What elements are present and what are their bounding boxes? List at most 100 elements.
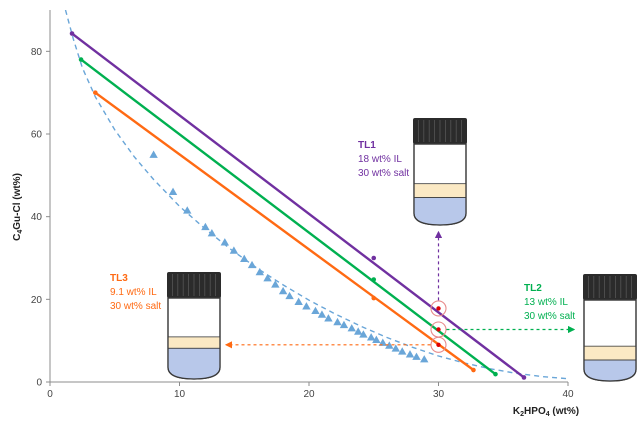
tl2-line-2: 30 wt% salt — [524, 311, 575, 322]
x-label-pre: K — [513, 406, 521, 417]
binodal-point — [302, 302, 311, 310]
binodal-point — [311, 306, 320, 315]
binodal-point — [420, 355, 429, 363]
x-label-sub2: 4 — [546, 411, 550, 418]
tl3-start-point — [93, 90, 98, 95]
tl1-vial-outline — [413, 143, 467, 226]
tl1-vial — [413, 118, 467, 226]
x-tick-label: 30 — [433, 389, 445, 400]
tl1-mixture-point — [436, 306, 441, 311]
tl2-line — [80, 58, 497, 376]
tl3-line-2: 30 wt% salt — [110, 301, 161, 312]
y-axis-label: C4Gu-Cl (wt%) — [12, 173, 24, 241]
binodal-point — [324, 314, 333, 322]
binodal-point — [317, 310, 327, 318]
binodal-point — [271, 280, 280, 288]
tl2-vial — [583, 274, 637, 382]
binodal-points-layer — [149, 150, 429, 363]
x-tick-label: 0 — [47, 389, 53, 400]
binodal-point — [207, 229, 217, 237]
binodal-point — [378, 338, 388, 346]
binodal-point — [339, 320, 349, 329]
tl2-mixture-point — [436, 327, 441, 332]
tl3-mixture-point — [436, 342, 441, 347]
binodal-point — [278, 286, 288, 295]
tl3-end-point — [471, 367, 476, 373]
tie-lines-layer — [69, 31, 527, 380]
y-label-c: C — [12, 234, 23, 241]
binodal-fit-layer — [64, 10, 568, 380]
tl3-vial — [167, 272, 221, 380]
tl1-mid-point — [371, 255, 377, 261]
tl2-title: TL2 — [524, 283, 542, 294]
x-tick-label: 10 — [174, 389, 186, 400]
tl1-title: TL1 — [358, 140, 376, 151]
binodal-point — [366, 333, 376, 341]
x-label-rest: (wt%) — [550, 406, 579, 417]
x-tick-label: 20 — [303, 389, 315, 400]
y-tick-label: 80 — [31, 47, 43, 58]
tl1-end-point — [521, 375, 527, 380]
binodal-point — [247, 260, 257, 269]
tl3-mid-point — [371, 295, 377, 301]
arrow-layer — [224, 230, 576, 349]
binodal-point — [285, 291, 294, 300]
binodal-point — [294, 297, 303, 305]
binodal-point — [220, 238, 230, 246]
tl1-mixture-ring — [430, 300, 447, 317]
binodal-point — [149, 150, 158, 158]
binodal-point — [412, 352, 421, 360]
binodal-point — [255, 267, 264, 276]
binodal-fit-curve — [64, 10, 568, 380]
x-tick-label: 40 — [562, 389, 574, 400]
tl1-start-point — [69, 31, 75, 36]
binodal-point — [359, 330, 368, 338]
tl1-vial-top-phase — [413, 183, 467, 198]
tl2-end-point — [493, 371, 498, 377]
binodal-point — [229, 246, 239, 254]
binodal-point — [405, 350, 415, 358]
binodal-point — [354, 327, 363, 335]
binodal-point — [347, 324, 356, 332]
y-tick-label: 20 — [31, 295, 43, 306]
tl2-start-point — [78, 57, 84, 62]
x-label-sub1: 2 — [520, 411, 524, 418]
binodal-point — [333, 317, 342, 326]
vials-layer — [167, 118, 637, 382]
binodal-point — [168, 187, 178, 196]
tl1-line — [71, 32, 525, 379]
tl3-vial-bottom-phase — [167, 347, 221, 380]
y-label-rest: Gu-Cl (wt%) — [12, 173, 23, 230]
tl2-vial-outline — [583, 299, 637, 382]
tl3-line — [94, 91, 475, 371]
tl3-vial-top-phase — [167, 336, 221, 349]
tl2-mid-point — [371, 277, 377, 282]
tl3-title: TL3 — [110, 273, 128, 284]
binodal-point — [183, 206, 192, 214]
binodal-point — [201, 222, 210, 231]
tl2-vial-bottom-phase — [583, 359, 637, 382]
y-tick-label: 0 — [36, 378, 42, 389]
y-tick-label: 60 — [31, 130, 43, 141]
binodal-point — [385, 341, 394, 349]
tl3-mixture-ring — [430, 336, 447, 353]
x-label-mid: HPO — [524, 406, 546, 417]
binodal-point — [391, 344, 400, 352]
tl1-line-1: 18 wt% IL — [358, 154, 402, 165]
tl2-vial-top-phase — [583, 345, 637, 361]
tl2-line-1: 13 wt% IL — [524, 297, 568, 308]
tl3-vial-outline — [167, 297, 221, 380]
binodal-point — [372, 335, 381, 343]
binodal-point — [263, 274, 272, 282]
binodal-point — [398, 347, 407, 355]
binodal-point — [240, 254, 249, 262]
y-label-sub: 4 — [17, 230, 24, 234]
tl1-line-2: 30 wt% salt — [358, 168, 409, 179]
y-tick-label: 40 — [31, 212, 43, 223]
axes-layer: 0 10 20 30 40 0 20 40 60 80 — [31, 10, 574, 400]
tl3-line-1: 9.1 wt% IL — [110, 287, 157, 298]
x-axis-label: K2HPO4 (wt%) — [513, 406, 579, 418]
tl1-vial-bottom-phase — [413, 197, 467, 226]
